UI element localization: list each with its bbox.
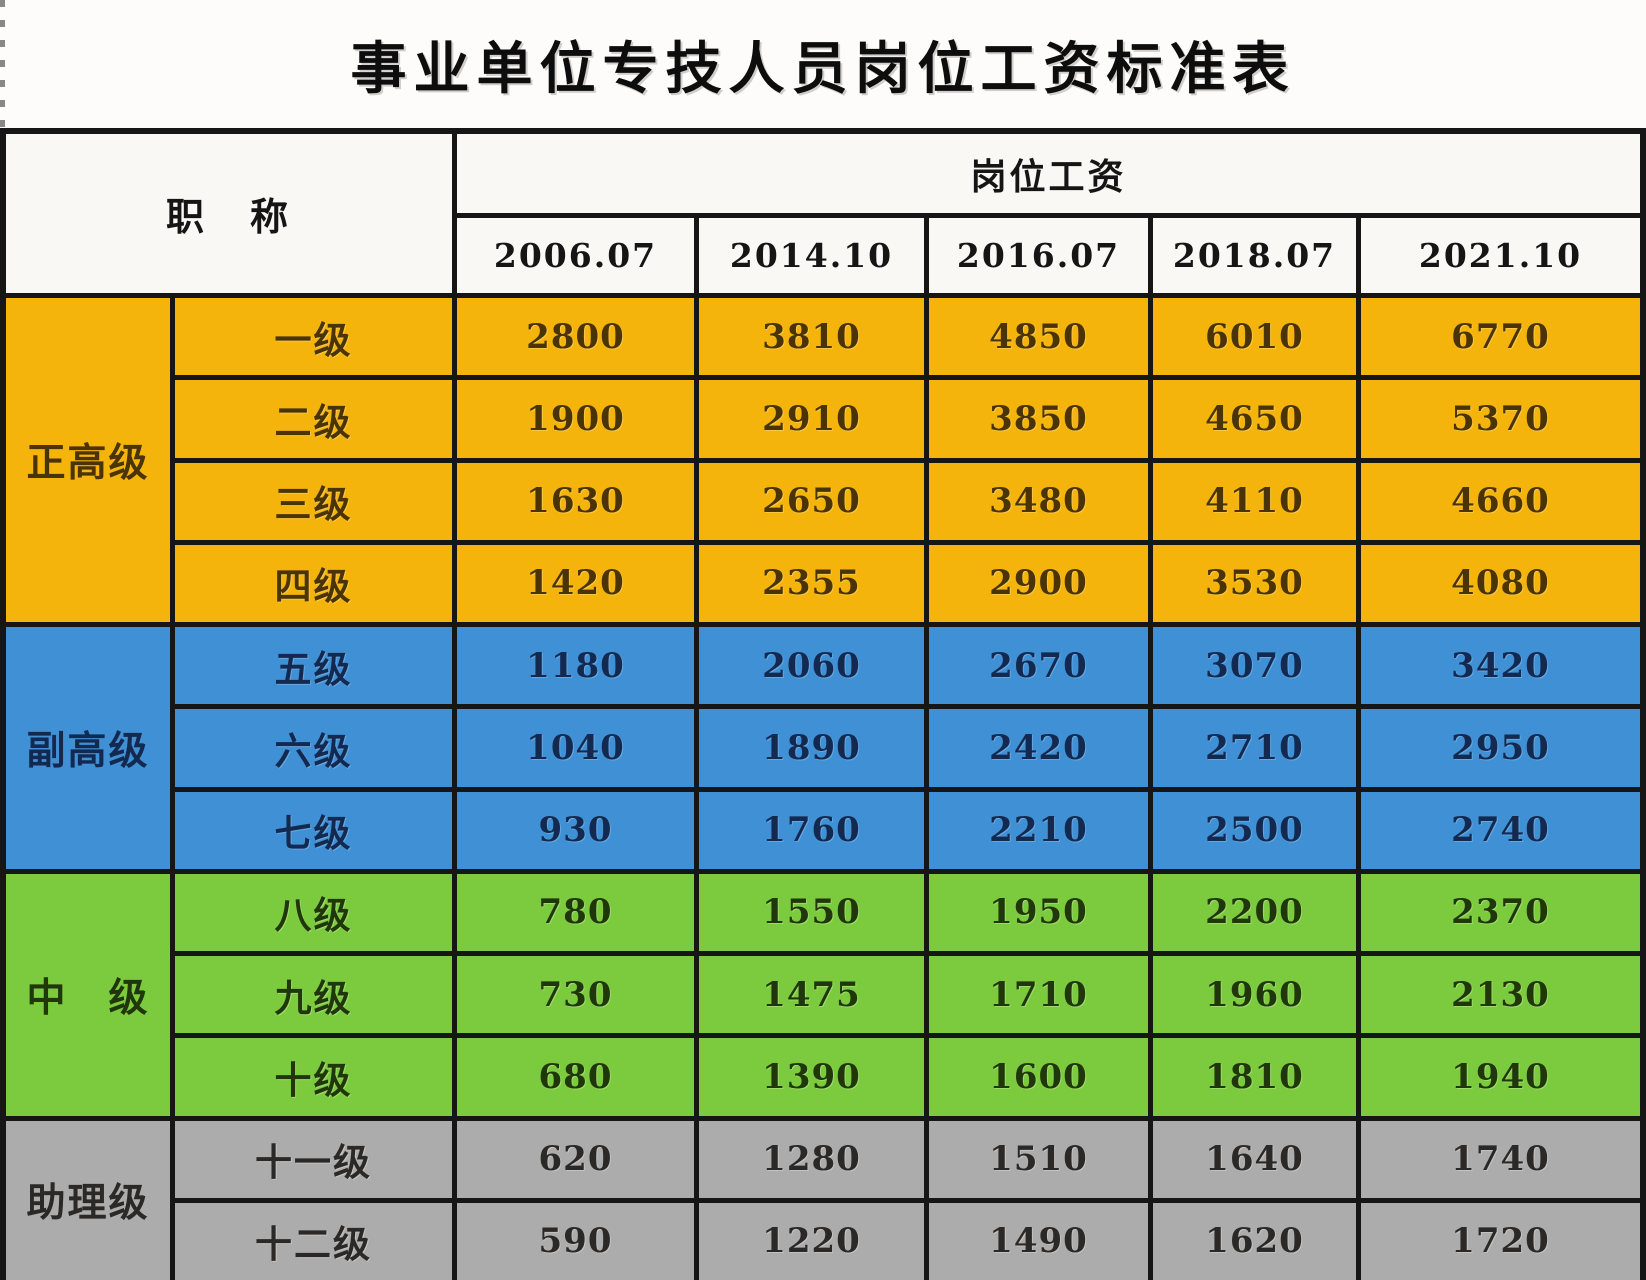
level-label: 七级	[175, 791, 452, 869]
salary-value-cell: 1740	[1361, 1120, 1640, 1198]
torn-paper-edge-decoration	[0, 0, 5, 128]
salary-value-cell: 590	[457, 1202, 694, 1280]
salary-value-cell: 2060	[699, 627, 924, 705]
title-bar: 事业单位专技人员岗位工资标准表	[0, 0, 1646, 128]
salary-value-cell: 1490	[929, 1202, 1148, 1280]
salary-value-cell: 1220	[699, 1202, 924, 1280]
salary-value-cell: 4110	[1153, 462, 1356, 540]
salary-value-cell: 2420	[929, 709, 1148, 787]
salary-value-cell: 4850	[929, 298, 1148, 376]
salary-value-cell: 2130	[1361, 956, 1640, 1034]
level-label: 十级	[175, 1038, 452, 1116]
salary-value-cell: 1040	[457, 709, 694, 787]
level-label: 二级	[175, 380, 452, 458]
salary-value-cell: 1900	[457, 380, 694, 458]
salary-value-cell: 4660	[1361, 462, 1640, 540]
salary-value-cell: 1475	[699, 956, 924, 1034]
salary-value-cell: 3420	[1361, 627, 1640, 705]
salary-value-cell: 2670	[929, 627, 1148, 705]
salary-value-cell: 3810	[699, 298, 924, 376]
salary-value-cell: 680	[457, 1038, 694, 1116]
level-label: 八级	[175, 873, 452, 951]
salary-value-cell: 2210	[929, 791, 1148, 869]
salary-value-cell: 1950	[929, 873, 1148, 951]
salary-value-cell: 1810	[1153, 1038, 1356, 1116]
salary-value-cell: 1600	[929, 1038, 1148, 1116]
salary-value-cell: 730	[457, 956, 694, 1034]
salary-value-cell: 2800	[457, 298, 694, 376]
column-header-year-2016-07: 2016.07	[929, 218, 1148, 293]
salary-value-cell: 2355	[699, 544, 924, 622]
row-group-label: 副高级	[6, 627, 170, 869]
salary-value-cell: 1890	[699, 709, 924, 787]
column-header-year-2014-10: 2014.10	[699, 218, 924, 293]
page-title: 事业单位专技人员岗位工资标准表	[350, 36, 1296, 100]
salary-value-cell: 3850	[929, 380, 1148, 458]
salary-value-cell: 1550	[699, 873, 924, 951]
salary-value-cell: 5370	[1361, 380, 1640, 458]
salary-value-cell: 1510	[929, 1120, 1148, 1198]
level-label: 六级	[175, 709, 452, 787]
salary-table: 职 称 岗位工资 2006.07 2014.10 2016.07 2018.07…	[0, 128, 1646, 1280]
level-label: 十一级	[175, 1120, 452, 1198]
salary-value-cell: 1760	[699, 791, 924, 869]
salary-value-cell: 2650	[699, 462, 924, 540]
salary-value-cell: 620	[457, 1120, 694, 1198]
salary-value-cell: 3480	[929, 462, 1148, 540]
salary-value-cell: 2910	[699, 380, 924, 458]
salary-value-cell: 4650	[1153, 380, 1356, 458]
salary-value-cell: 1620	[1153, 1202, 1356, 1280]
column-header-year-2018-07: 2018.07	[1153, 218, 1356, 293]
salary-value-cell: 1720	[1361, 1202, 1640, 1280]
column-header-post-salary: 岗位工资	[457, 134, 1640, 213]
salary-value-cell: 4080	[1361, 544, 1640, 622]
salary-value-cell: 1640	[1153, 1120, 1356, 1198]
salary-value-cell: 2740	[1361, 791, 1640, 869]
row-group-label: 正高级	[6, 298, 170, 622]
level-label: 三级	[175, 462, 452, 540]
salary-value-cell: 1960	[1153, 956, 1356, 1034]
salary-value-cell: 780	[457, 873, 694, 951]
salary-value-cell: 3070	[1153, 627, 1356, 705]
salary-value-cell: 6010	[1153, 298, 1356, 376]
salary-value-cell: 1940	[1361, 1038, 1640, 1116]
salary-value-cell: 2370	[1361, 873, 1640, 951]
salary-value-cell: 2900	[929, 544, 1148, 622]
salary-value-cell: 1630	[457, 462, 694, 540]
salary-value-cell: 2500	[1153, 791, 1356, 869]
column-header-year-2021-10: 2021.10	[1361, 218, 1640, 293]
salary-value-cell: 1420	[457, 544, 694, 622]
salary-value-cell: 930	[457, 791, 694, 869]
salary-value-cell: 1280	[699, 1120, 924, 1198]
row-group-label: 助理级	[6, 1120, 170, 1280]
salary-value-cell: 3530	[1153, 544, 1356, 622]
level-label: 十二级	[175, 1202, 452, 1280]
column-header-year-2006-07: 2006.07	[457, 218, 694, 293]
salary-value-cell: 1710	[929, 956, 1148, 1034]
level-label: 四级	[175, 544, 452, 622]
level-label: 九级	[175, 956, 452, 1034]
column-header-job-title: 职 称	[6, 134, 452, 293]
salary-value-cell: 1180	[457, 627, 694, 705]
salary-value-cell: 2200	[1153, 873, 1356, 951]
level-label: 一级	[175, 298, 452, 376]
salary-value-cell: 1390	[699, 1038, 924, 1116]
salary-value-cell: 2710	[1153, 709, 1356, 787]
level-label: 五级	[175, 627, 452, 705]
row-group-label: 中 级	[6, 873, 170, 1116]
salary-value-cell: 6770	[1361, 298, 1640, 376]
salary-value-cell: 2950	[1361, 709, 1640, 787]
